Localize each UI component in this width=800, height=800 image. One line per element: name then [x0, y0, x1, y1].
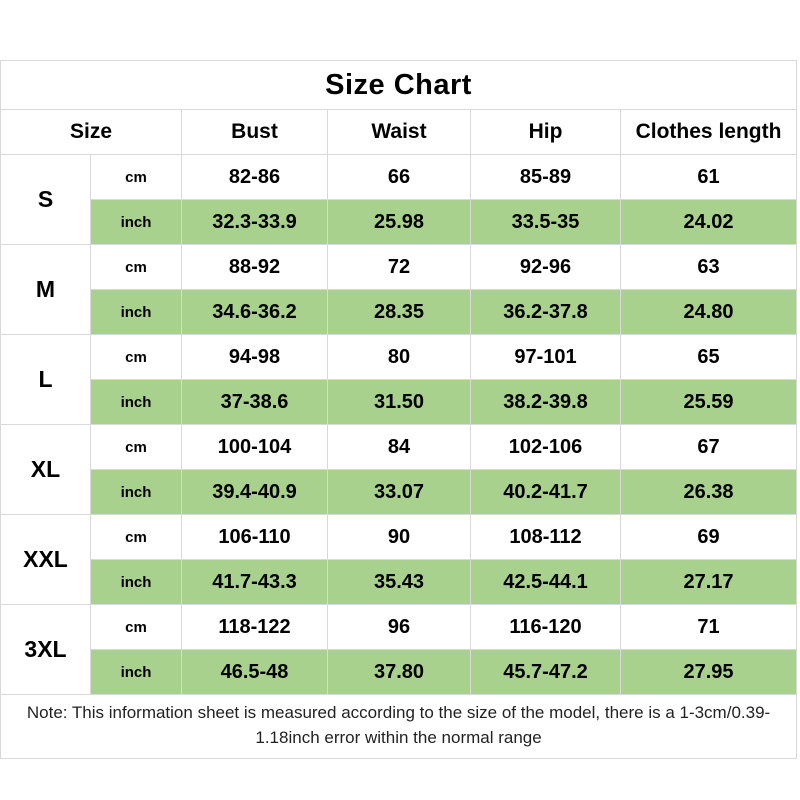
table-row-3xl-cm: 3XL cm 118-122 96 116-120 71	[0, 604, 798, 695]
value-cell: 106-110	[181, 514, 328, 560]
value-cell: 37-38.6	[181, 379, 328, 425]
size-label: M	[0, 244, 91, 335]
table-row-xxl-cm: XXL cm 106-110 90 108-112 69	[0, 514, 798, 605]
table-row-xxl-inch: inch 41.7-43.3 35.43 42.5-44.1 27.17	[1, 559, 798, 605]
value-cell: 35.43	[327, 559, 471, 605]
value-cell: 72	[327, 244, 471, 290]
value-cell: 92-96	[470, 244, 621, 290]
value-cell: 85-89	[470, 154, 621, 200]
unit-label: cm	[90, 154, 182, 200]
value-cell: 96	[327, 604, 471, 650]
value-cell: 88-92	[181, 244, 328, 290]
value-cell: 61	[619, 154, 798, 200]
table-row-m-inch: inch 34.6-36.2 28.35 36.2-37.8 24.80	[1, 289, 798, 335]
value-cell: 36.2-37.8	[470, 289, 621, 335]
title-row: Size Chart	[0, 60, 798, 110]
table-row-s-inch: inch 32.3-33.9 25.98 33.5-35 24.02	[1, 199, 798, 245]
value-cell: 26.38	[619, 469, 798, 515]
value-cell: 65	[619, 334, 798, 380]
table-row-l-inch: inch 37-38.6 31.50 38.2-39.8 25.59	[1, 379, 798, 425]
value-cell: 102-106	[470, 424, 621, 470]
unit-label: inch	[90, 199, 182, 245]
note-text: Note: This information sheet is measured…	[0, 693, 798, 760]
value-cell: 82-86	[181, 154, 328, 200]
table-row-3xl-inch: inch 46.5-48 37.80 45.7-47.2 27.95	[1, 649, 798, 695]
column-header-hip: Hip	[470, 109, 621, 155]
value-cell: 34.6-36.2	[181, 289, 328, 335]
value-cell: 66	[327, 154, 471, 200]
size-chart-table: Size Chart Size Bust Waist Hip Clothes l…	[0, 60, 798, 760]
value-cell: 25.59	[619, 379, 798, 425]
unit-label: inch	[90, 379, 182, 425]
size-label: L	[0, 334, 91, 425]
value-cell: 71	[619, 604, 798, 650]
value-cell: 108-112	[470, 514, 621, 560]
unit-label: inch	[90, 559, 182, 605]
value-cell: 100-104	[181, 424, 328, 470]
note-row: Note: This information sheet is measured…	[0, 693, 798, 760]
table-row-xl-cm: XL cm 100-104 84 102-106 67	[0, 424, 798, 515]
header-row: Size Bust Waist Hip Clothes length	[0, 109, 798, 155]
value-cell: 42.5-44.1	[470, 559, 621, 605]
value-cell: 24.80	[619, 289, 798, 335]
unit-label: inch	[90, 649, 182, 695]
value-cell: 94-98	[181, 334, 328, 380]
unit-label: inch	[90, 469, 182, 515]
value-cell: 97-101	[470, 334, 621, 380]
value-cell: 38.2-39.8	[470, 379, 621, 425]
size-label: XXL	[0, 514, 91, 605]
size-label: XL	[0, 424, 91, 515]
value-cell: 40.2-41.7	[470, 469, 621, 515]
value-cell: 39.4-40.9	[181, 469, 328, 515]
unit-label: cm	[90, 334, 182, 380]
value-cell: 118-122	[181, 604, 328, 650]
value-cell: 25.98	[327, 199, 471, 245]
value-cell: 27.95	[619, 649, 798, 695]
column-header-waist: Waist	[327, 109, 471, 155]
value-cell: 28.35	[327, 289, 471, 335]
value-cell: 33.5-35	[470, 199, 621, 245]
value-cell: 37.80	[327, 649, 471, 695]
value-cell: 80	[327, 334, 471, 380]
value-cell: 32.3-33.9	[181, 199, 328, 245]
value-cell: 46.5-48	[181, 649, 328, 695]
value-cell: 63	[619, 244, 798, 290]
unit-label: cm	[90, 604, 182, 650]
size-label: 3XL	[0, 604, 91, 695]
page-title: Size Chart	[0, 60, 798, 110]
unit-label: cm	[90, 514, 182, 560]
value-cell: 41.7-43.3	[181, 559, 328, 605]
value-cell: 27.17	[619, 559, 798, 605]
unit-label: cm	[90, 424, 182, 470]
value-cell: 45.7-47.2	[470, 649, 621, 695]
value-cell: 116-120	[470, 604, 621, 650]
value-cell: 31.50	[327, 379, 471, 425]
value-cell: 24.02	[619, 199, 798, 245]
value-cell: 67	[619, 424, 798, 470]
size-label: S	[0, 154, 91, 245]
unit-label: inch	[90, 289, 182, 335]
column-header-size: Size	[0, 109, 182, 155]
unit-label: cm	[90, 244, 182, 290]
column-header-clothes-length: Clothes length	[619, 109, 798, 155]
table-row-xl-inch: inch 39.4-40.9 33.07 40.2-41.7 26.38	[1, 469, 798, 515]
column-header-bust: Bust	[181, 109, 328, 155]
value-cell: 84	[327, 424, 471, 470]
value-cell: 69	[619, 514, 798, 560]
value-cell: 90	[327, 514, 471, 560]
value-cell: 33.07	[327, 469, 471, 515]
